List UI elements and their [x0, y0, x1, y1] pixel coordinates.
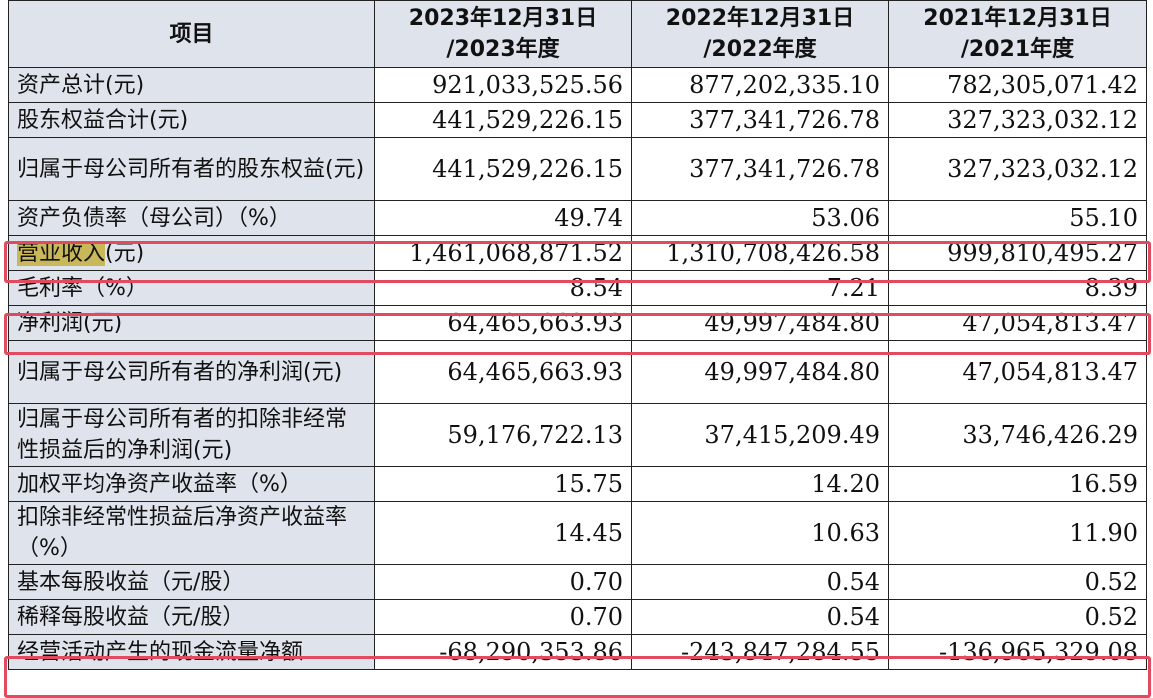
- row-label: 归属于母公司所有者的扣除非经常性损益后的净利润(元): [8, 403, 375, 467]
- header-2023-line2: /2023年度: [446, 37, 560, 62]
- table-row-parent-equity: 归属于母公司所有者的股东权益(元) 441,529,226.15 377,341…: [8, 137, 1147, 201]
- value-2022: 10.63: [631, 501, 889, 565]
- value-2023: 64,465,663.93: [374, 340, 632, 404]
- header-item: 项目: [8, 0, 375, 68]
- table-row-operating-cashflow: 经营活动产生的现金流量净额 -68,290,353.86 -243,847,28…: [8, 634, 1147, 670]
- row-label: 毛利率（%）: [8, 270, 375, 306]
- value-2022: 877,202,335.10: [631, 67, 889, 103]
- value-2021: 0.52: [888, 564, 1147, 600]
- header-2021: 2021年12月31日 /2021年度: [888, 0, 1147, 68]
- value-2023: 15.75: [374, 466, 632, 502]
- value-2021: 33,746,426.29: [888, 403, 1147, 467]
- value-2023: 0.70: [374, 599, 632, 635]
- row-label: 资产负债率（母公司）（%）: [8, 200, 375, 236]
- row-label: 资产总计(元): [8, 67, 375, 103]
- value-2021: 327,323,032.12: [888, 137, 1147, 201]
- value-2023: 8.54: [374, 270, 632, 306]
- value-2021: 55.10: [888, 200, 1147, 236]
- value-2022: 377,341,726.78: [631, 102, 889, 138]
- value-2021: 11.90: [888, 501, 1147, 565]
- table-row-debt-ratio: 资产负债率（母公司）（%） 49.74 53.06 55.10: [8, 200, 1147, 236]
- header-2023-line1: 2023年12月31日: [408, 6, 598, 31]
- header-row: 项目 2023年12月31日 /2023年度 2022年12月31日 /2022…: [8, 0, 1147, 68]
- value-2022: 1,310,708,426.58: [631, 235, 889, 271]
- table-row-total-assets: 资产总计(元) 921,033,525.56 877,202,335.10 78…: [8, 67, 1147, 103]
- value-2022: 7.21: [631, 270, 889, 306]
- table-row-parent-net-profit: 归属于母公司所有者的净利润(元) 64,465,663.93 49,997,48…: [8, 340, 1147, 404]
- value-2021: 47,054,813.47: [888, 305, 1147, 341]
- table-row-net-profit: 净利润(元) 64,465,663.93 49,997,484.80 47,05…: [8, 305, 1147, 341]
- value-2021: 327,323,032.12: [888, 102, 1147, 138]
- value-2023: -68,290,353.86: [374, 634, 632, 670]
- row-label: 经营活动产生的现金流量净额: [8, 634, 375, 670]
- table-row-parent-net-profit-excl: 归属于母公司所有者的扣除非经常性损益后的净利润(元) 59,176,722.13…: [8, 403, 1147, 467]
- value-2021: 0.52: [888, 599, 1147, 635]
- header-2023: 2023年12月31日 /2023年度: [374, 0, 632, 68]
- row-label: 稀释每股收益（元/股）: [8, 599, 375, 635]
- value-2021: 8.39: [888, 270, 1147, 306]
- value-2022: -243,847,284.55: [631, 634, 889, 670]
- highlighted-text: 营业收入: [17, 240, 106, 266]
- table-row-equity-total: 股东权益合计(元) 441,529,226.15 377,341,726.78 …: [8, 102, 1147, 138]
- table-row-roe-excl: 扣除非经常性损益后净资产收益率（%） 14.45 10.63 11.90: [8, 501, 1147, 565]
- row-label: 加权平均净资产收益率（%）: [8, 466, 375, 502]
- value-2021: 782,305,071.42: [888, 67, 1147, 103]
- row-label: 股东权益合计(元): [8, 102, 375, 138]
- value-2023: 921,033,525.56: [374, 67, 632, 103]
- value-2022: 377,341,726.78: [631, 137, 889, 201]
- header-2022-line2: /2022年度: [703, 37, 817, 62]
- header-2021-line1: 2021年12月31日: [923, 6, 1112, 31]
- row-label: 扣除非经常性损益后净资产收益率（%）: [8, 501, 375, 565]
- table-row-basic-eps: 基本每股收益（元/股） 0.70 0.54 0.52: [8, 564, 1147, 600]
- value-2021: 999,810,495.27: [888, 235, 1147, 271]
- value-2022: 49,997,484.80: [631, 340, 889, 404]
- value-2023: 64,465,663.93: [374, 305, 632, 341]
- value-2023: 1,461,068,871.52: [374, 235, 632, 271]
- value-2023: 59,176,722.13: [374, 403, 632, 467]
- header-2022-line1: 2022年12月31日: [665, 6, 855, 31]
- value-2022: 49,997,484.80: [631, 305, 889, 341]
- header-2022: 2022年12月31日 /2022年度: [631, 0, 889, 68]
- value-2022: 53.06: [631, 200, 889, 236]
- value-2022: 0.54: [631, 599, 889, 635]
- table-row-weighted-roe: 加权平均净资产收益率（%） 15.75 14.20 16.59: [8, 466, 1147, 502]
- value-2022: 37,415,209.49: [631, 403, 889, 467]
- value-2023: 441,529,226.15: [374, 137, 632, 201]
- table-row-revenue: 营业收入(元) 1,461,068,871.52 1,310,708,426.5…: [8, 235, 1147, 271]
- value-2022: 14.20: [631, 466, 889, 502]
- value-2023: 0.70: [374, 564, 632, 600]
- value-2021: 16.59: [888, 466, 1147, 502]
- row-label: 归属于母公司所有者的股东权益(元): [8, 137, 375, 201]
- header-2021-line2: /2021年度: [960, 37, 1075, 62]
- financial-summary-table: 项目 2023年12月31日 /2023年度 2022年12月31日 /2022…: [8, 0, 1147, 670]
- row-label: 净利润(元): [8, 305, 375, 341]
- table-row-diluted-eps: 稀释每股收益（元/股） 0.70 0.54 0.52: [8, 599, 1147, 635]
- row-label: 营业收入(元): [8, 235, 375, 271]
- table-row-gross-margin: 毛利率（%） 8.54 7.21 8.39: [8, 270, 1147, 306]
- value-2021: 47,054,813.47: [888, 340, 1147, 404]
- value-2021: -136,965,329.08: [888, 634, 1147, 670]
- row-label: 归属于母公司所有者的净利润(元): [8, 340, 375, 404]
- value-2022: 0.54: [631, 564, 889, 600]
- value-2023: 441,529,226.15: [374, 102, 632, 138]
- value-2023: 49.74: [374, 200, 632, 236]
- value-2023: 14.45: [374, 501, 632, 565]
- row-label: 基本每股收益（元/股）: [8, 564, 375, 600]
- row-label-unit: (元): [105, 240, 145, 266]
